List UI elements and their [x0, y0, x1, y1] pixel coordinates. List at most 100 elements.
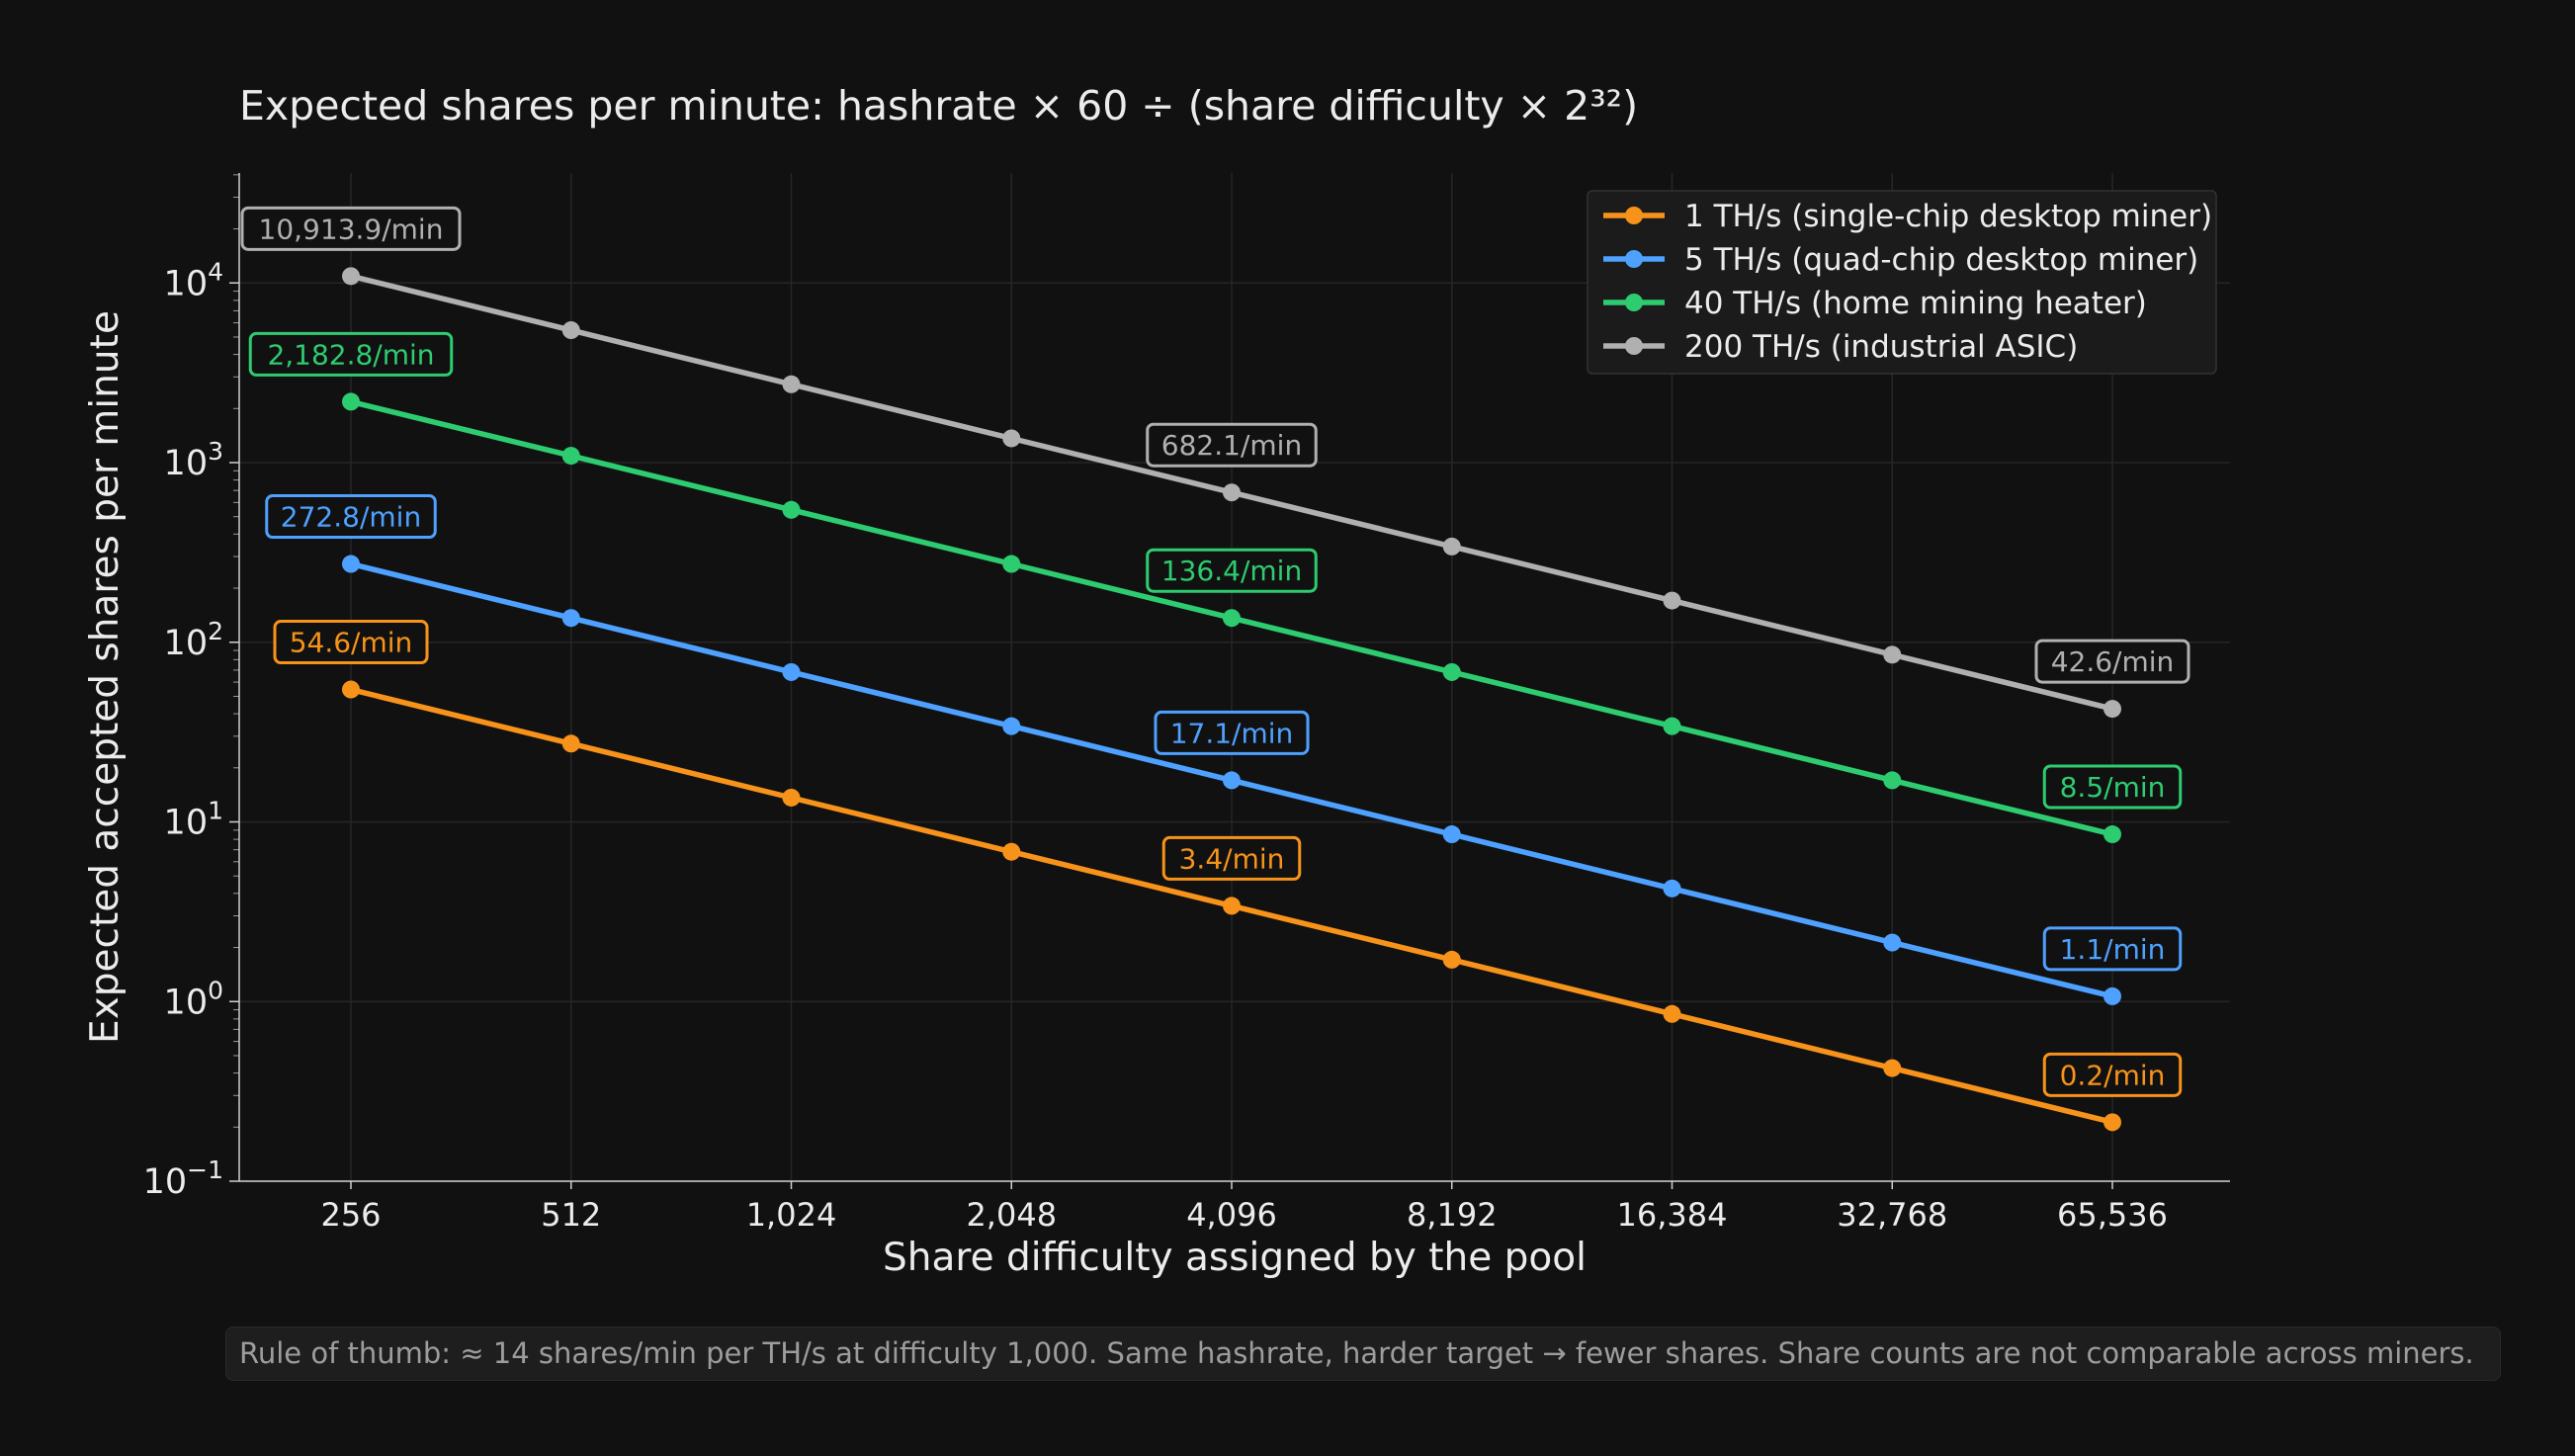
y-tick-base: 10: [164, 624, 209, 663]
annotation-box: [2034, 639, 2190, 684]
data-point: [1883, 645, 1902, 664]
annotation-label: 3.4/min: [1179, 842, 1285, 875]
y-tick-base: 10: [164, 444, 209, 483]
data-point: [1223, 771, 1241, 790]
y-tick-base: 10: [164, 983, 209, 1022]
data-point: [1002, 842, 1021, 861]
data-point: [2103, 986, 2121, 1005]
y-tick-base: 10: [164, 804, 209, 843]
x-tick-label: 512: [541, 1196, 601, 1234]
annotation-layer: 54.6/min 3.4/min 0.2/min 272.8/min 17.1/min 1…: [240, 206, 2190, 1097]
data-point: [782, 788, 801, 807]
x-tick-label: 2,048: [966, 1196, 1057, 1234]
annotation-label: 2,182.8/min: [267, 338, 434, 371]
data-point: [342, 267, 360, 286]
legend-item: 1 TH/s (single-chip desktop miner): [1603, 199, 2212, 234]
value-annotation: 10,913.9/min: [240, 206, 462, 251]
y-tick-label: 103: [164, 437, 223, 483]
data-point: [342, 680, 360, 699]
data-point: [782, 375, 801, 393]
data-point: [1663, 591, 1681, 610]
annotation-box: [1154, 710, 1310, 755]
legend: 1 TH/s (single-chip desktop miner) 5 TH/s…: [1587, 190, 2217, 375]
legend-frame: [1587, 190, 2217, 375]
y-axis-label: Expected accepted shares per minute: [83, 310, 128, 1044]
y-tick-base: 10: [143, 1162, 188, 1202]
annotation-label: 42.6/min: [2051, 645, 2175, 678]
series-layer: [342, 267, 2121, 1132]
series-1: [342, 680, 2121, 1132]
annotation-label: 272.8/min: [281, 501, 421, 534]
x-axis-label: Share difficulty assigned by the pool: [883, 1236, 1587, 1280]
y-tick-exponent: −1: [187, 1156, 223, 1184]
data-point: [561, 447, 580, 466]
data-point: [1223, 609, 1241, 628]
y-tick-exponent: 0: [208, 976, 223, 1004]
annotation-box: [240, 206, 462, 251]
y-tick-base: 10: [164, 264, 209, 303]
y-tick-exponent: 3: [208, 437, 223, 466]
data-point: [1663, 879, 1681, 898]
annotation-label: 1.1/min: [2060, 933, 2166, 966]
y-tick-label: 10−1: [143, 1156, 223, 1202]
value-annotation: 136.4/min: [1146, 548, 1318, 593]
data-point: [1223, 483, 1241, 502]
legend-label: 5 TH/s (quad-chip desktop miner): [1684, 242, 2198, 278]
annotation-label: 682.1/min: [1161, 429, 1302, 462]
data-point: [1442, 825, 1461, 844]
data-point: [1883, 1059, 1902, 1077]
data-point: [342, 555, 360, 573]
data-point: [782, 500, 801, 519]
data-point: [1442, 662, 1461, 681]
annotation-box: [273, 620, 429, 665]
x-tick-label: 65,536: [2057, 1196, 2168, 1234]
data-point: [1883, 771, 1902, 790]
value-annotation: 8.5/min: [2042, 764, 2183, 810]
data-point: [1883, 933, 1902, 952]
x-tick-label: 8,192: [1407, 1196, 1498, 1234]
legend-label: 1 TH/s (single-chip desktop miner): [1684, 199, 2212, 234]
data-point: [342, 392, 360, 411]
legend-label: 200 TH/s (industrial ASIC): [1684, 329, 2078, 365]
data-point: [1442, 537, 1461, 556]
data-point: [1002, 429, 1021, 448]
data-point: [2103, 700, 2121, 719]
y-tick-label: 104: [164, 257, 223, 303]
x-tick-label: 32,768: [1837, 1196, 1947, 1234]
legend-marker: [1625, 294, 1643, 311]
y-tick-exponent: 1: [208, 797, 223, 825]
legend-label: 40 TH/s (home mining heater): [1684, 286, 2147, 321]
legend-item: 5 TH/s (quad-chip desktop miner): [1603, 242, 2198, 278]
y-tick-label: 102: [164, 617, 223, 663]
value-annotation: 2,182.8/min: [248, 331, 454, 377]
annotation-box: [1146, 422, 1318, 468]
annotation-box: [2042, 764, 2183, 810]
data-point: [1002, 717, 1021, 735]
data-point: [561, 321, 580, 340]
series-2: [342, 555, 2121, 1005]
annotation-box: [2042, 926, 2183, 972]
value-annotation: 272.8/min: [265, 494, 437, 540]
value-annotation: 42.6/min: [2034, 639, 2190, 684]
series-3: [342, 392, 2121, 844]
y-tick-label: 101: [164, 797, 223, 843]
value-annotation: 1.1/min: [2042, 926, 2183, 972]
data-point: [561, 734, 580, 753]
legend-item: 40 TH/s (home mining heater): [1603, 286, 2147, 321]
data-point: [2103, 825, 2121, 844]
x-tick-label: 256: [320, 1196, 381, 1234]
data-point: [1002, 555, 1021, 573]
data-point: [2103, 1113, 2121, 1132]
annotation-box: [1146, 548, 1318, 593]
x-tick-label: 1,024: [746, 1196, 837, 1234]
series-4: [342, 267, 2121, 719]
annotation-box: [2042, 1052, 2183, 1097]
footer-note-box: [225, 1327, 2501, 1381]
data-point: [782, 662, 801, 681]
value-annotation: 0.2/min: [2042, 1052, 2183, 1097]
data-point: [1223, 897, 1241, 915]
data-point: [1663, 717, 1681, 735]
annotation-label: 8.5/min: [2060, 771, 2166, 804]
data-point: [1442, 950, 1461, 969]
